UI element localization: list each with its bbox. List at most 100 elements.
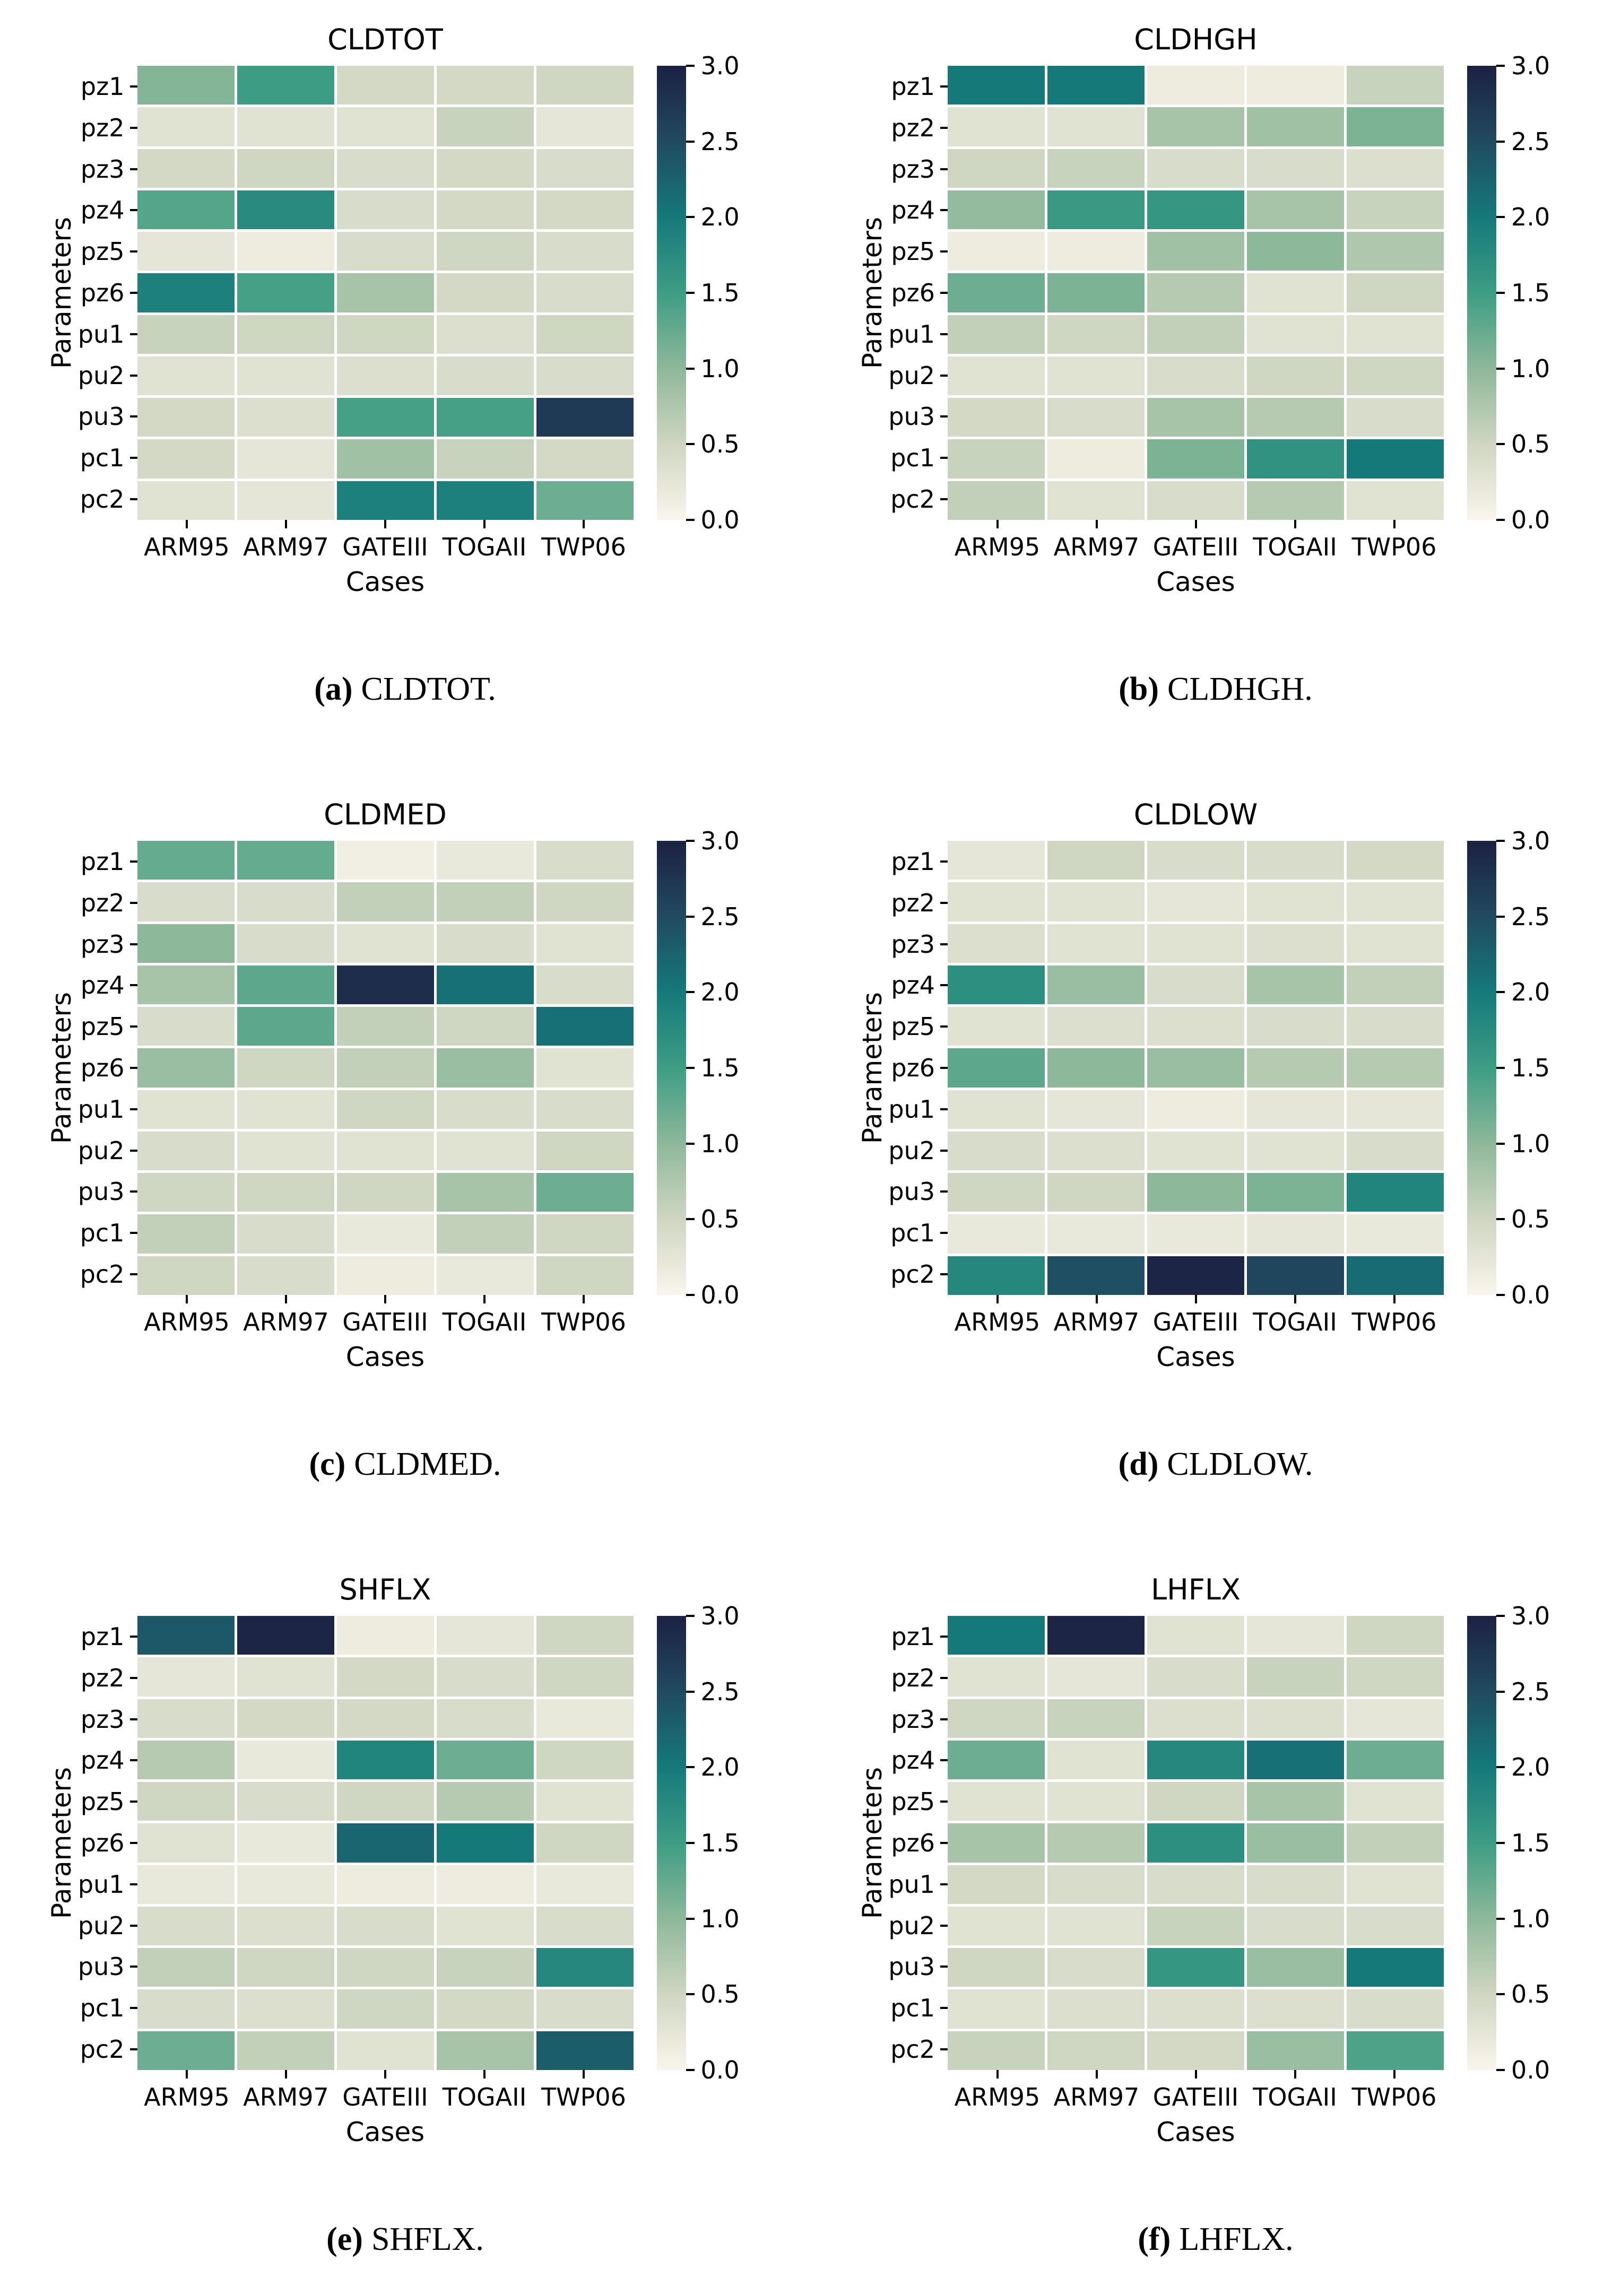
heat-cell-pz4-ARM97 (237, 965, 334, 1005)
heat-cell-pz1-TWP06 (1347, 66, 1444, 105)
heat-cell-pz5-TOGAII (436, 232, 534, 271)
y-tick-label: pz4 (80, 971, 125, 1000)
colorbar-tick-mark (686, 1993, 695, 1996)
x-tick-label: GATEIII (342, 2083, 428, 2111)
y-tick-mark (129, 1108, 137, 1110)
x-tick-label: ARM95 (144, 1308, 230, 1336)
y-tick-mark (129, 1190, 137, 1193)
y-tick-pu2: pu2 (887, 1905, 948, 1946)
heat-cell-pu1-TOGAII (436, 1865, 534, 1904)
heat-cell-pz3-ARM95 (948, 924, 1045, 963)
y-tick-label: pz3 (891, 929, 935, 959)
x-tick-labels: ARM95 ARM97 GATEIII TOGAII TWP06 (137, 1295, 634, 1336)
y-tick-label: pz3 (891, 1704, 935, 1734)
heat-cell-pu2-TWP06 (1347, 356, 1444, 396)
y-axis-label: Parameters (856, 1767, 888, 1919)
y-tick-mark (129, 860, 137, 863)
heat-cell-pz2-TOGAII (1247, 107, 1344, 146)
heat-cell-pz4-ARM95 (137, 965, 235, 1005)
y-tick-pu1: pu1 (76, 314, 137, 355)
heat-cell-pz6-ARM95 (137, 273, 235, 312)
heat-cell-pz5-ARM97 (237, 1007, 334, 1046)
heat-cell-pc1-ARM97 (1047, 439, 1145, 479)
y-tick-mark (940, 860, 948, 863)
y-tick-label: pu3 (888, 402, 935, 431)
heat-cell-pu1-ARM95 (948, 1090, 1045, 1129)
heat-cell-pc1-TOGAII (1247, 439, 1344, 479)
y-tick-labels: pz1 pz2 pz3 pz4 pz5 pz6 pu1 pu2 pu3 pc1 pc2 (76, 1616, 137, 2070)
y-tick-label: pu3 (888, 1952, 935, 1981)
colorbar-tick-1.0: 1.0 (686, 1904, 740, 1933)
y-tick-mark (940, 2048, 948, 2051)
heat-cell-pz4-ARM95 (948, 190, 1045, 230)
y-tick-pz5: pz5 (887, 1006, 948, 1047)
x-tick-ARM95: ARM95 (948, 2070, 1047, 2111)
colorbar-tick-mark (1496, 1615, 1505, 1617)
heat-cell-pc1-TWP06 (1347, 439, 1444, 479)
y-tick-mark (129, 1232, 137, 1234)
colorbar-tick-label: 2.5 (700, 902, 740, 931)
subfigure-caption: (d) CLDLOW. (1118, 1446, 1313, 1482)
heat-cell-pc1-ARM95 (137, 1989, 235, 2029)
y-tick-label: pc2 (80, 2035, 125, 2064)
heat-cell-pu3-ARM95 (948, 1948, 1045, 1987)
heat-cell-pz4-TWP06 (1347, 965, 1444, 1005)
y-tick-mark (129, 209, 137, 212)
y-tick-pu3: pu3 (887, 1946, 948, 1988)
heat-cell-pz1-TWP06 (1347, 1616, 1444, 1655)
heat-cell-pu3-ARM97 (1047, 398, 1145, 437)
x-tick-label: TWP06 (541, 2083, 626, 2111)
y-tick-mark (940, 2007, 948, 2010)
heat-cell-pu1-ARM97 (237, 1090, 334, 1129)
heat-cell-pz3-TOGAII (1247, 1699, 1344, 1738)
heat-cell-pz2-ARM95 (137, 107, 235, 146)
heat-cell-pz4-GATEIII (336, 965, 434, 1005)
y-tick-label: pz5 (891, 1787, 935, 1816)
heat-cell-pu1-TWP06 (1347, 315, 1444, 354)
y-tick-mark (940, 1759, 948, 1762)
heat-cell-pu3-GATEIII (1147, 1948, 1244, 1987)
y-tick-pc1: pc1 (887, 1987, 948, 2029)
y-tick-label: pz5 (891, 237, 935, 266)
heat-cell-pc2-GATEIII (336, 481, 434, 520)
y-tick-label: pz5 (80, 1787, 125, 1816)
y-tick-pz1: pz1 (76, 841, 137, 882)
y-tick-mark (129, 1841, 137, 1844)
heat-cell-pz5-GATEIII (1147, 1782, 1244, 1821)
colorbar-tick-1.5: 1.5 (686, 1054, 740, 1082)
subfigure-cldlow: CLDLOW Parameters pz1 pz2 pz3 pz4 pz5 pz6 pu1 p… (810, 797, 1621, 1483)
heat-cell-pc1-TOGAII (1247, 1989, 1344, 2029)
heat-cell-pu2-ARM97 (1047, 1131, 1145, 1171)
heat-cell-pu2-TWP06 (536, 1906, 634, 1946)
y-tick-pz6: pz6 (887, 1047, 948, 1089)
y-tick-label: pz1 (80, 72, 125, 101)
y-tick-pc1: pc1 (887, 1212, 948, 1254)
colorbar-tick-mark (686, 1067, 695, 1069)
heat-cell-pz4-ARM97 (1047, 190, 1145, 230)
x-axis-label: Cases (345, 567, 425, 597)
colorbar-tick-labels: 3.0 2.5 2.0 1.5 1.0 0.5 0.0 (1496, 827, 1574, 1309)
heat-cell-pz5-ARM97 (1047, 1782, 1145, 1821)
x-tick-label: TWP06 (1351, 2083, 1437, 2111)
heat-cell-pc1-ARM97 (1047, 1214, 1145, 1254)
y-tick-pz3: pz3 (76, 149, 137, 190)
y-tick-mark (129, 901, 137, 904)
heat-cell-pz1-ARM95 (137, 1616, 235, 1655)
heat-cell-pz5-ARM97 (1047, 232, 1145, 271)
y-tick-label: pz3 (80, 1704, 125, 1734)
y-tick-mark (129, 1676, 137, 1679)
heat-cell-pz5-TWP06 (536, 1782, 634, 1821)
y-tick-mark (940, 1635, 948, 1638)
heat-cell-pz2-GATEIII (1147, 107, 1244, 146)
colorbar-tick-2.0: 2.0 (686, 978, 740, 1006)
x-axis-label: Cases (1156, 1342, 1235, 1372)
colorbar-tick-label: 1.0 (700, 1904, 740, 1933)
heat-cell-pz4-GATEIII (1147, 190, 1244, 230)
x-tick-label: TWP06 (1351, 1308, 1437, 1336)
heat-cell-pu3-ARM95 (137, 398, 235, 437)
y-tick-mark (940, 1718, 948, 1720)
heat-cell-pz4-ARM97 (237, 1740, 334, 1780)
heat-cell-pu3-GATEIII (1147, 398, 1244, 437)
x-tick-mark (583, 2070, 585, 2078)
heat-cell-pc2-TOGAII (1247, 1256, 1344, 1295)
